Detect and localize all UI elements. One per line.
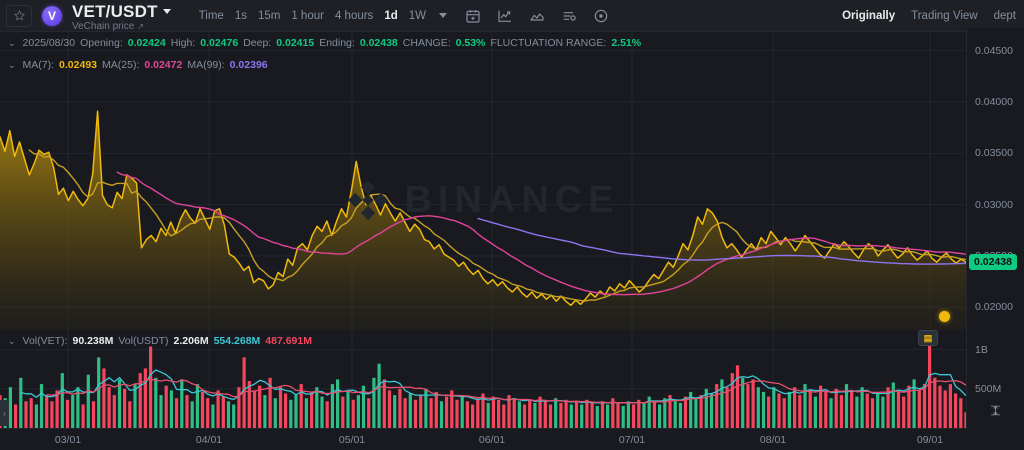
price-axis[interactable]: 0.045000.040000.035000.030000.025000.020…	[966, 28, 1024, 428]
ma7-label: MA(7):	[22, 59, 55, 71]
pair-name: VET/USDT	[72, 1, 158, 21]
interval-1w[interactable]: 1W	[408, 9, 426, 22]
ohlc-opening-value: 0.02424	[127, 37, 166, 49]
vol-vet-value: 90.238M	[72, 335, 114, 347]
vol-ma-red-value: 487.691M	[265, 335, 312, 347]
favorite-star-button[interactable]	[6, 4, 32, 27]
price-tick: 0.04500	[975, 44, 1013, 57]
ohlc-high-value: 0.02476	[200, 37, 239, 49]
indicator-chart-icon[interactable]	[497, 8, 513, 24]
time-tick: 09/01	[916, 434, 944, 446]
price-tick: 0.02000	[975, 301, 1013, 314]
chart-tool-icons	[465, 8, 609, 24]
star-icon	[13, 10, 25, 21]
interval-1d[interactable]: 1d	[384, 9, 398, 22]
time-tick: 03/01	[54, 434, 82, 446]
ohlc-collapse-chevron-icon[interactable]: ⌄	[8, 37, 16, 48]
pair-block: VET/USDT VeChain price ↗	[72, 2, 171, 32]
ohlc-ending-value: 0.02438	[359, 37, 398, 49]
volume-chart-pane[interactable]	[0, 330, 966, 428]
tab-originally[interactable]: Originally	[842, 9, 896, 22]
time-tick: 08/01	[759, 434, 787, 446]
ohlc-ending-label: Ending:	[319, 37, 355, 49]
price-tick: 0.03000	[975, 198, 1013, 211]
ma25-value: 0.02472	[144, 59, 183, 71]
coin-logo: V	[42, 5, 62, 26]
volume-tick: 500M	[975, 382, 1002, 395]
ohlc-high-label: High:	[170, 37, 196, 49]
interval-1hour[interactable]: 1 hour	[291, 9, 324, 22]
interval-1s[interactable]: 1s	[234, 9, 247, 22]
last-price-dot	[938, 311, 950, 323]
header-right: Originally Trading View dept	[842, 10, 1024, 22]
vol-usdt-value: 2.206M	[173, 335, 209, 347]
current-price-badge: 0.02438	[969, 254, 1017, 271]
chevron-down-icon	[162, 9, 171, 14]
ma25-label: MA(25):	[102, 59, 140, 71]
tab-depth[interactable]: dept	[993, 9, 1016, 22]
interval-15m[interactable]: 15m	[257, 9, 281, 22]
ohlc-deep-label: Deep:	[243, 37, 272, 49]
time-tick: 06/01	[478, 434, 506, 446]
vol-vet-label: Vol(VET):	[22, 335, 68, 347]
tab-trading-view[interactable]: Trading View	[911, 9, 978, 22]
volume-collapse-chevron-icon[interactable]: ⌄	[8, 335, 16, 346]
interval-label: Time	[198, 9, 224, 22]
settings-list-icon[interactable]	[561, 8, 577, 24]
ohlc-change-label: CHANGE:	[402, 37, 451, 49]
interval-more-chevron-icon[interactable]	[438, 13, 447, 18]
calendar-add-icon[interactable]	[465, 8, 481, 24]
interval-selector: Time 1s 15m 1 hour 4 hours 1d 1W	[199, 10, 447, 22]
volume-chart-svg[interactable]	[0, 330, 966, 428]
target-circle-icon[interactable]	[593, 8, 609, 24]
price-marker-badge[interactable]: ▤	[918, 330, 938, 347]
time-tick: 05/01	[338, 434, 366, 446]
external-link-icon: ↗	[137, 21, 144, 31]
ohlc-deep-value: 0.02415	[276, 37, 315, 49]
volume-legend: ⌄ Vol(VET): 90.238M Vol(USDT) 2.206M 554…	[8, 335, 312, 347]
ma-collapse-chevron-icon[interactable]: ⌄	[8, 59, 16, 70]
area-chart-icon[interactable]	[529, 8, 545, 24]
left-drawer-handle[interactable]: ›	[0, 400, 9, 426]
ohlc-fluctuation-value: 2.51%	[611, 37, 642, 49]
vol-usdt-label: Vol(USDT)	[118, 335, 169, 347]
time-tick: 07/01	[618, 434, 646, 446]
ohlc-date: 2025/08/30	[22, 37, 76, 49]
price-chart-svg[interactable]	[0, 28, 966, 330]
ohlc-legend: ⌄ 2025/08/30 Opening: 0.02424 High: 0.02…	[8, 37, 641, 49]
ohlc-opening-label: Opening:	[80, 37, 123, 49]
chart-header: V VET/USDT VeChain price ↗ Time 1s 15m 1…	[0, 0, 1024, 32]
vol-ma-cyan-value: 554.268M	[213, 335, 261, 347]
interval-4hours[interactable]: 4 hours	[334, 9, 374, 22]
ohlc-fluctuation-label: FLUCTUATION RANGE:	[490, 37, 607, 49]
price-tick: 0.03500	[975, 147, 1013, 160]
ma99-value: 0.02396	[229, 59, 268, 71]
ma99-label: MA(99):	[187, 59, 225, 71]
time-axis[interactable]: 03/01 04/01 05/01 06/01 07/01 08/01 09/01	[0, 428, 966, 450]
ohlc-change-value: 0.53%	[455, 37, 486, 49]
coin-logo-letter: V	[47, 8, 56, 23]
price-chart-pane[interactable]: BINANCE	[0, 28, 966, 330]
crosshair-toggle-icon[interactable]	[989, 404, 1002, 422]
volume-tick: 1B	[975, 343, 988, 356]
header-left: V VET/USDT VeChain price ↗ Time 1s 15m 1…	[0, 0, 609, 32]
pair-subtitle: VeChain price	[72, 20, 135, 32]
pair-subtitle-row[interactable]: VeChain price ↗	[72, 21, 171, 32]
ma-legend: ⌄ MA(7): 0.02493 MA(25): 0.02472 MA(99):…	[8, 59, 268, 71]
time-tick: 04/01	[195, 434, 223, 446]
pair-selector[interactable]: VET/USDT	[72, 2, 171, 22]
price-marker-badge-glyph: ▤	[923, 332, 933, 343]
price-tick: 0.04000	[975, 95, 1013, 108]
ma7-value: 0.02493	[59, 59, 98, 71]
